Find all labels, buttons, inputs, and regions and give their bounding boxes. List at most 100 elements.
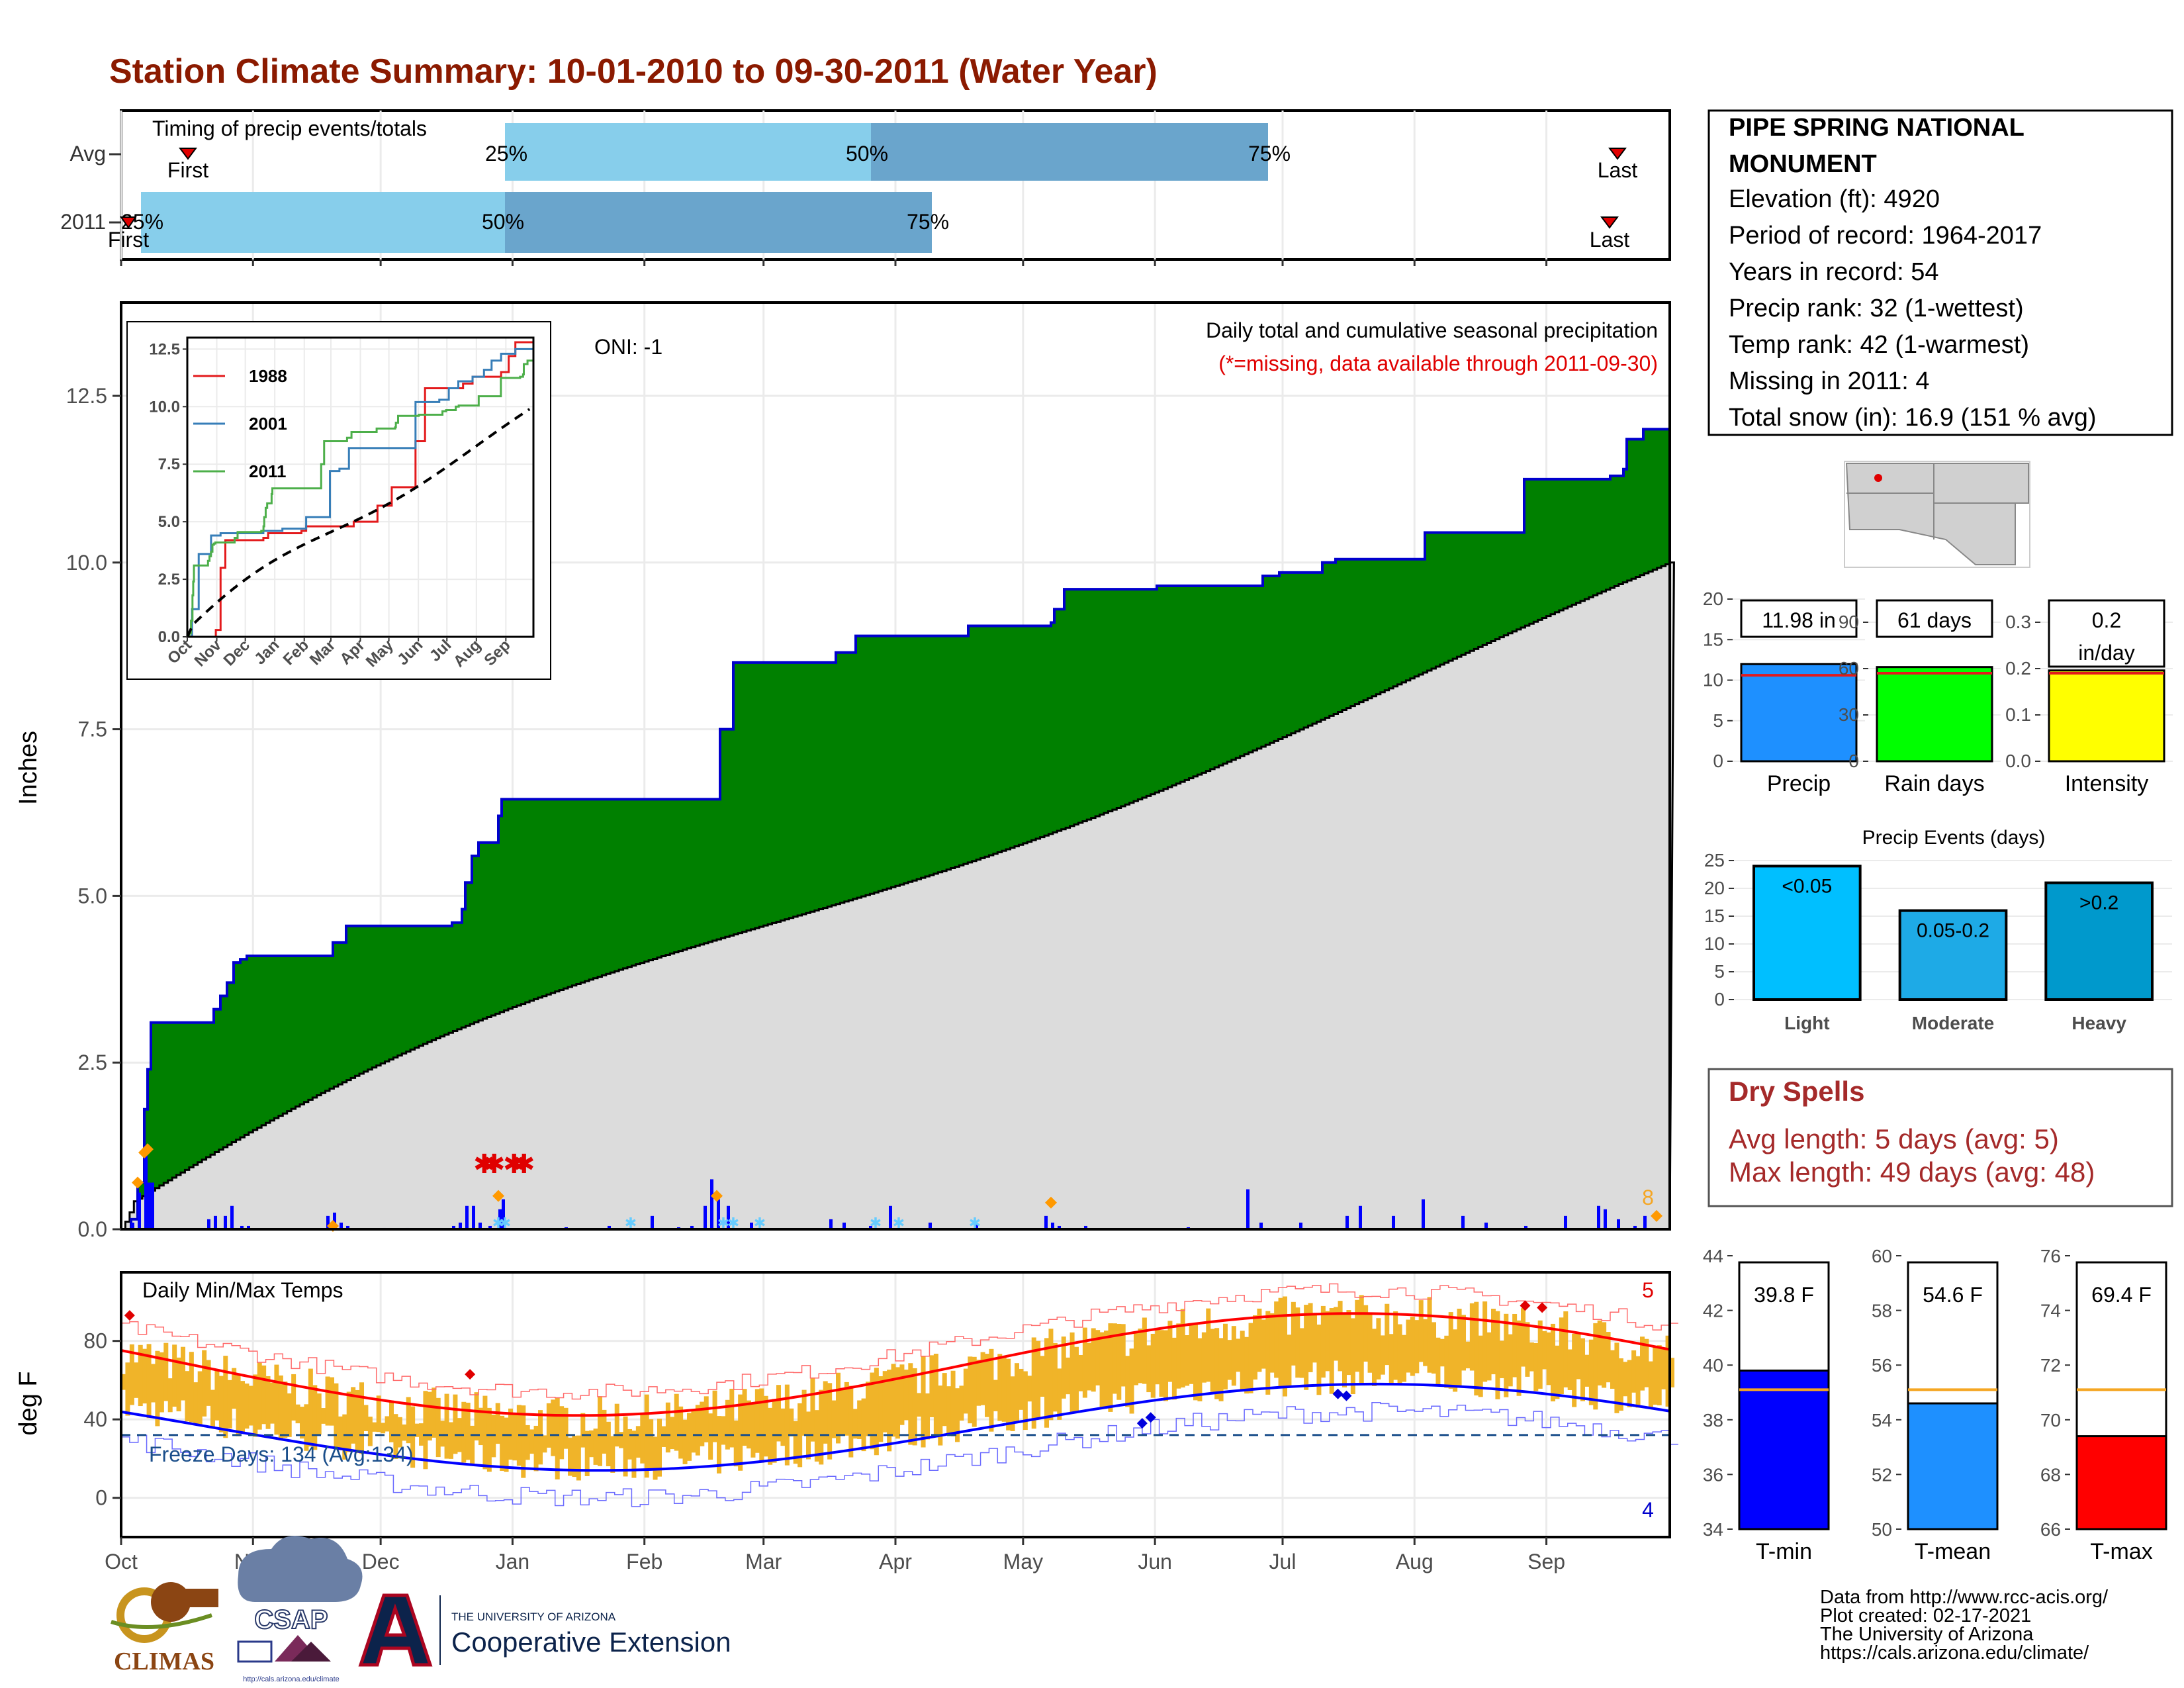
daily-temp-bar [125,1362,130,1416]
daily-temp-bar [1189,1323,1194,1384]
daily-temp-bar [559,1406,565,1460]
daily-temp-bar [1338,1301,1343,1372]
daily-temp-bar [206,1360,211,1406]
daily-temp-bar [385,1416,390,1432]
daily-precip-bar [1051,1222,1054,1229]
avg-bar-light [505,123,871,181]
daily-temp-bar [1606,1332,1611,1383]
month-tick-label: Mar [745,1550,782,1573]
daily-temp-bar [925,1393,931,1440]
station-name-2: MONUMENT [1729,150,1877,178]
precip-ytick-label: 0.0 [78,1217,107,1241]
snow-marker: ✱ [727,1215,739,1231]
avg-pct-50: 50% [846,142,888,165]
daily-temp-bar [1439,1338,1445,1367]
daily-precip-bar [710,1179,713,1229]
daily-temp-bar [870,1372,875,1450]
daily-temp-bar [227,1380,232,1429]
daily-temp-bar [1112,1323,1117,1394]
temp-summary-ytick-label: 60 [1872,1246,1892,1266]
daily-temp-bar [1635,1356,1641,1408]
daily-precip-bar [704,1205,707,1229]
daily-precip-bar [1597,1205,1600,1229]
mini-chart-label: Intensity [2065,771,2149,796]
daily-temp-bar [1325,1311,1330,1372]
temp-summary-t-max: 66 68 70 72 74 76 69.4 F T-max [2040,1246,2173,1564]
daily-temp-bar [449,1422,454,1459]
daily-temp-bar [1572,1333,1577,1407]
daily-temp-bar [1435,1337,1441,1386]
daily-temp-bar [1393,1311,1398,1380]
daily-precip-bar [975,1223,978,1229]
daily-temp-bar [887,1370,892,1452]
month-tick-label: May [1003,1550,1043,1573]
daily-temp-bar [1567,1349,1572,1390]
daily-temp-bar [602,1409,607,1454]
temp-summary-ytick-label: 56 [1872,1355,1892,1376]
daily-temp-bar [1397,1324,1402,1385]
temp-ytick-label: 40 [83,1407,107,1431]
daily-temp-bar [486,1407,492,1472]
daily-temp-bar [682,1419,688,1464]
daily-temp-bar [334,1383,339,1449]
daily-precip-bar [498,1209,502,1229]
daily-temp-bar [721,1416,726,1445]
footer-url: https://cals.arizona.edu/climate/ [1820,1642,2089,1664]
events-bar-label: Light [1784,1013,1829,1033]
temp-summary-value-text: 54.6 F [1923,1283,1983,1307]
daily-temp-bar [304,1404,309,1451]
daily-precip-bar [1633,1225,1637,1229]
daily-temp-bar [1346,1310,1351,1376]
precip-ytick-label: 12.5 [66,384,107,408]
daily-temp-bar [882,1371,887,1432]
daily-temp-bar [1423,1319,1428,1366]
month-tick-label: Dec [362,1550,400,1573]
precip-events-chart: Precip Events (days) 0 5 10 15 20 25 <0.05 Ligh… [1704,827,2172,1033]
daily-temp-bar [568,1437,573,1476]
daily-temp-bar [993,1380,998,1411]
daily-temp-bar [1010,1376,1015,1431]
daily-temp-bar [1257,1308,1262,1372]
daily-precip-bar [1461,1215,1465,1229]
inset-chart: 0.02.55.07.510.012.5OctNovDecJanFebMarAp… [126,321,551,680]
oni-label: ONI: -1 [594,335,662,359]
daily-temp-bar [933,1354,938,1438]
daily-temp-bar [316,1393,322,1435]
mini-ytick-label: 10 [1703,670,1723,690]
daily-temp-bar [1069,1332,1075,1413]
daily-temp-bar [142,1348,148,1404]
daily-temp-bar [1372,1329,1377,1386]
mini-value-text: 61 days [1897,608,1972,632]
daily-temp-bar [129,1344,134,1405]
daily-temp-bar [253,1374,258,1437]
daily-precip-bar [1058,1225,1061,1229]
daily-temp-bar [453,1394,458,1454]
temp-summary-ytick-label: 76 [2040,1246,2061,1266]
csap-logo-url: http://cals.arizona.edu/climate [243,1675,340,1683]
daily-temp-bar [1597,1320,1602,1385]
daily-temp-bar [1108,1323,1113,1412]
daily-temp-bar [717,1416,722,1474]
daily-temp-bar [1274,1301,1279,1378]
daily-precip-bar [717,1199,720,1229]
daily-temp-bar [1521,1308,1526,1367]
daily-temp-bar [1342,1313,1347,1387]
daily-temp-bar [533,1425,539,1472]
daily-temp-bar [1074,1346,1079,1413]
daily-temp-bar [1040,1356,1045,1397]
daily-temp-bar [955,1388,960,1442]
daily-temp-bar [1240,1331,1245,1391]
inset-ytick-label: 0.0 [158,628,180,646]
daily-temp-bar [704,1396,709,1442]
daily-temp-bar [1210,1329,1215,1392]
snow-marker: ✱ [893,1215,905,1231]
daily-temp-bar [1508,1334,1513,1387]
daily-temp-bar [159,1352,164,1413]
daily-temp-bar [427,1391,432,1441]
events-ytick-label: 10 [1704,933,1725,954]
inset-series-2011 [187,359,533,638]
daily-temp-bar [1380,1335,1385,1375]
record-high-marker [465,1369,476,1380]
daily-temp-bar [423,1391,428,1470]
